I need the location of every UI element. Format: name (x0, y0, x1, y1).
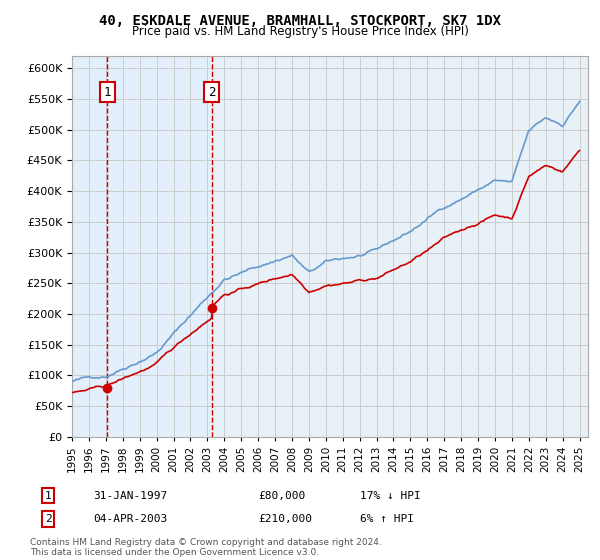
Bar (72, 56, 107, 437)
Text: £80,000: £80,000 (258, 491, 305, 501)
Text: Contains HM Land Registry data © Crown copyright and database right 2024.
This d: Contains HM Land Registry data © Crown c… (30, 538, 382, 557)
Text: 17% ↓ HPI: 17% ↓ HPI (360, 491, 421, 501)
Text: 04-APR-2003: 04-APR-2003 (93, 514, 167, 524)
Text: 31-JAN-1997: 31-JAN-1997 (93, 491, 167, 501)
Text: 1: 1 (44, 491, 52, 501)
Bar (107, 56, 212, 437)
Text: 40, ESKDALE AVENUE, BRAMHALL, STOCKPORT, SK7 1DX: 40, ESKDALE AVENUE, BRAMHALL, STOCKPORT,… (99, 14, 501, 28)
Text: £210,000: £210,000 (258, 514, 312, 524)
Text: 2: 2 (44, 514, 52, 524)
Text: 6% ↑ HPI: 6% ↑ HPI (360, 514, 414, 524)
Text: 1: 1 (103, 86, 111, 99)
Text: Price paid vs. HM Land Registry's House Price Index (HPI): Price paid vs. HM Land Registry's House … (131, 25, 469, 38)
Text: 2: 2 (208, 86, 215, 99)
